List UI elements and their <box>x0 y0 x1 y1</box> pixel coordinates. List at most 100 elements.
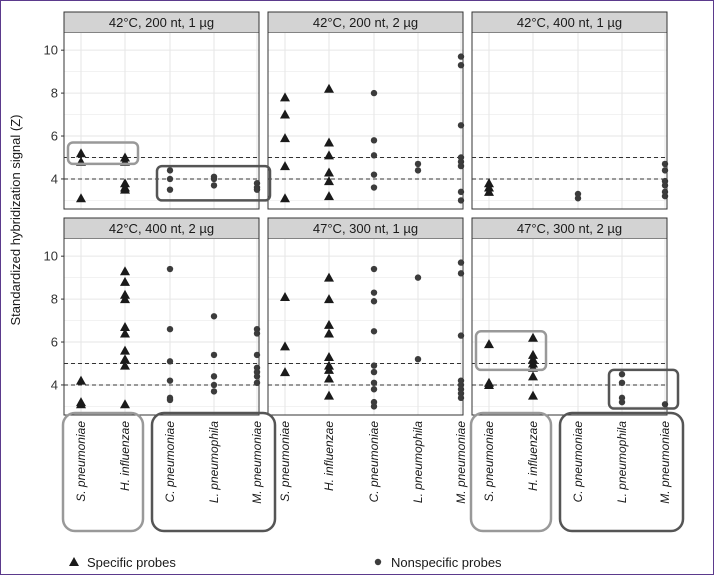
panel-border <box>267 217 464 416</box>
panel-plot-area <box>472 33 667 209</box>
x-category-label: H. influenzae <box>118 421 132 491</box>
nonspecific-probe-point <box>166 175 174 183</box>
panel-plot-area <box>268 239 463 415</box>
nonspecific-probe-point <box>210 175 218 183</box>
x-category-label: M. pneumoniae <box>454 421 468 504</box>
panel-border <box>471 217 668 416</box>
specific-probe-point <box>324 352 334 362</box>
specific-probe-point <box>280 92 290 102</box>
x-category-label: C. pneumoniae <box>571 421 585 503</box>
specific-probe-point <box>76 193 86 203</box>
x-category-label: L. pneumophila <box>615 421 629 503</box>
specific-probe-point <box>280 367 290 377</box>
specific-probe-point <box>484 186 494 196</box>
category-group-box <box>61 411 145 533</box>
panel-plot-area <box>472 239 667 415</box>
y-tick-label: 6 <box>51 335 58 350</box>
panel-title: 42°C, 400 nt, 1 µg <box>517 15 622 30</box>
panel-title: 42°C, 400 nt, 2 µg <box>109 221 214 236</box>
panel-title: 47°C, 300 nt, 2 µg <box>517 221 622 236</box>
highlight-box <box>155 164 272 202</box>
legend-label: Nonspecific probes <box>391 555 502 570</box>
nonspecific-probe-point <box>618 379 626 387</box>
category-group-box <box>558 411 685 533</box>
highlight-box <box>474 330 548 372</box>
panel-title: 47°C, 300 nt, 1 µg <box>313 221 418 236</box>
specific-probe-point <box>280 109 290 119</box>
specific-probe-point <box>76 148 86 158</box>
nonspecific-probe-point <box>370 152 378 159</box>
panel-plot-area <box>64 33 259 209</box>
specific-probe-point <box>324 328 334 338</box>
specific-probe-point <box>76 375 86 385</box>
legend-label: Specific probes <box>87 555 176 570</box>
x-category-label: S. pneumoniae <box>482 421 496 502</box>
category-group-box <box>469 411 553 533</box>
specific-probe-point <box>280 133 290 143</box>
specific-probe-point <box>484 339 494 349</box>
y-tick-label: 8 <box>51 292 58 307</box>
specific-probe-point <box>528 332 538 342</box>
x-category-label: H. influenzae <box>526 421 540 491</box>
panel-plot-area <box>64 239 259 415</box>
nonspecific-probe-point <box>414 274 422 281</box>
nonspecific-probe-point <box>618 398 626 406</box>
panel-border <box>267 11 464 210</box>
specific-probe-point <box>280 341 290 351</box>
specific-probe-point <box>484 379 494 389</box>
specific-probe-point <box>324 191 334 201</box>
legend-marker-nonspecific <box>374 558 382 566</box>
specific-probe-point <box>120 294 130 304</box>
specific-probe-point <box>120 345 130 355</box>
panel-plot-area <box>268 33 463 209</box>
y-tick-label: 8 <box>51 86 58 101</box>
x-category-label: L. pneumophila <box>411 421 425 503</box>
nonspecific-probe-point <box>166 186 174 193</box>
specific-probe-point <box>324 319 334 329</box>
nonspecific-probe-point <box>210 313 218 320</box>
specific-probe-point <box>324 150 334 160</box>
nonspecific-probe-point <box>618 371 626 378</box>
x-category-label: C. pneumoniae <box>367 421 381 503</box>
x-category-label: C. pneumoniae <box>163 421 177 503</box>
nonspecific-probe-point <box>414 355 422 363</box>
specific-probe-point <box>528 390 538 400</box>
nonspecific-probe-point <box>370 386 378 393</box>
nonspecific-probe-point <box>414 167 422 174</box>
nonspecific-probe-point <box>370 137 378 144</box>
specific-probe-point <box>280 291 290 301</box>
panel-border <box>471 11 668 210</box>
nonspecific-probe-point <box>370 362 378 369</box>
nonspecific-probe-point <box>166 377 174 384</box>
nonspecific-probe-point <box>370 265 378 273</box>
y-tick-label: 6 <box>51 129 58 144</box>
nonspecific-probe-point <box>370 171 378 178</box>
nonspecific-probe-point <box>166 265 174 273</box>
specific-probe-point <box>324 373 334 383</box>
specific-probe-point <box>120 328 130 338</box>
y-tick-label: 10 <box>44 43 58 58</box>
y-tick-label: 4 <box>51 171 58 186</box>
specific-probe-point <box>324 272 334 282</box>
highlight-box <box>66 141 140 166</box>
specific-probe-point <box>120 354 130 364</box>
nonspecific-probe-point <box>370 368 378 376</box>
x-category-label: S. pneumoniae <box>74 421 88 502</box>
nonspecific-probe-point <box>210 182 218 189</box>
specific-probe-point <box>324 137 334 147</box>
specific-probe-point <box>120 184 130 194</box>
panel-border <box>63 217 260 416</box>
specific-probe-point <box>324 364 334 374</box>
y-tick-label: 4 <box>51 377 58 392</box>
nonspecific-probe-point <box>210 351 218 359</box>
specific-probe-point <box>280 193 290 203</box>
specific-probe-point <box>120 322 130 331</box>
panel-title: 42°C, 200 nt, 1 µg <box>109 15 214 30</box>
nonspecific-probe-point <box>370 289 378 296</box>
x-category-label: M. pneumoniae <box>658 421 672 504</box>
nonspecific-probe-point <box>370 89 378 97</box>
nonspecific-probe-point <box>370 298 378 305</box>
nonspecific-probe-point <box>370 184 378 191</box>
